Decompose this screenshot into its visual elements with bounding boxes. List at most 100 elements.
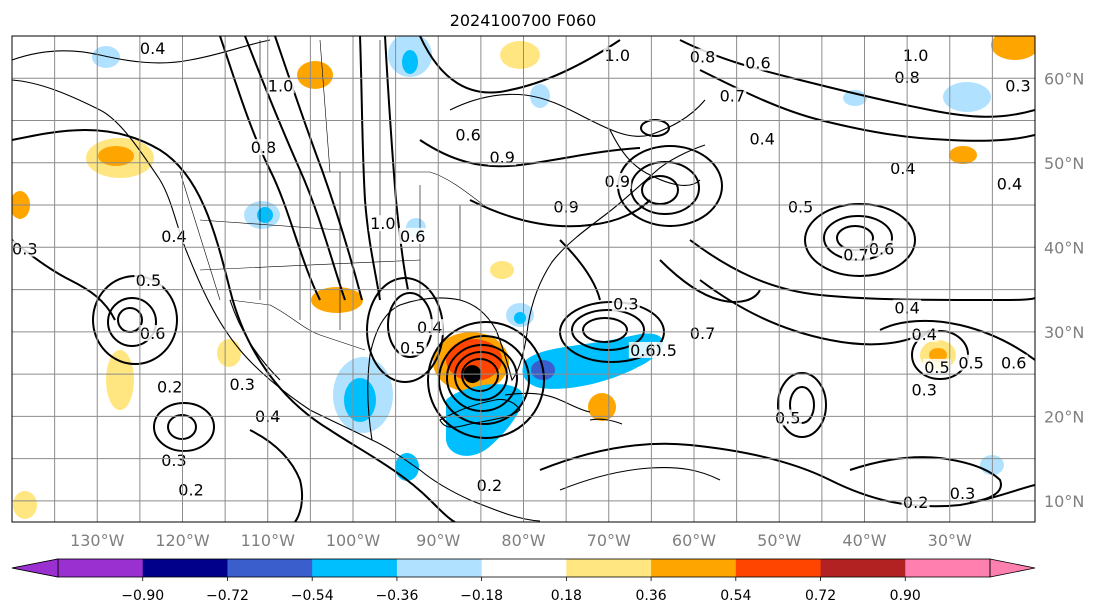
colorbar-tick-label: −0.18	[460, 588, 503, 604]
western-trough-line	[12, 129, 456, 522]
contour-label: 0.2	[178, 480, 203, 499]
tropical-contour-2	[849, 456, 1002, 503]
subtropical-high-1	[789, 386, 815, 424]
contour-label: 1.0	[370, 214, 395, 233]
longitude-tick-label: 70°W	[587, 531, 631, 550]
gulf-atlantic-coastline	[367, 144, 706, 441]
colorbar-tick-label: −0.36	[375, 588, 418, 604]
contour-label-background	[488, 149, 517, 166]
contour-label: 0.5	[400, 338, 425, 357]
state-borders	[259, 172, 461, 330]
contour-label: 0.5	[958, 354, 983, 373]
contour-label-background	[910, 381, 939, 398]
subtropical-contour-1	[689, 239, 1035, 301]
contour-label-background	[134, 271, 163, 288]
contour-label: 0.4	[140, 39, 165, 58]
contour-label-background	[138, 325, 167, 342]
north-atlantic-contour-1	[679, 39, 1035, 118]
contour-label: 0.8	[690, 48, 715, 67]
contour-label-background	[398, 227, 427, 244]
colorbar-extend-min-arrow	[11, 558, 59, 578]
colorbar-tick-label: −0.54	[291, 588, 334, 604]
hudson-bay-coastline	[449, 93, 706, 137]
southwest-warm-patch	[13, 491, 37, 519]
contour-label-background	[266, 77, 295, 94]
contour-label: 0.5	[924, 358, 949, 377]
contour-label: 0.5	[788, 197, 813, 216]
contour-label-background	[957, 354, 986, 371]
storm-cold-anomaly	[446, 384, 523, 456]
contour-label-background	[155, 378, 184, 395]
contour-label-background	[228, 375, 257, 392]
shaded-anomaly-fields	[12, 36, 1035, 519]
contour-label: 0.7	[843, 245, 868, 264]
rockies-cold-core	[257, 207, 273, 223]
contour-label-background	[650, 341, 679, 358]
hudson-contour	[640, 119, 670, 137]
storm-contour-4	[438, 335, 530, 425]
contour-label: 0.3	[950, 484, 975, 503]
subtropical-high-2	[777, 372, 827, 438]
figure-title: 2024100700 F060	[450, 11, 597, 30]
latitude-tick-labels: 10°N 20°N 30°N 40°N 50°N 60°N	[1044, 69, 1084, 511]
map-panel: 0.40.81.00.90.61.0 0.80.70.60.41.00.8 0.30…	[12, 36, 1035, 522]
contour-label-background	[948, 484, 977, 501]
central-america-cold-patch	[395, 453, 419, 481]
contour-label: 0.2	[903, 493, 928, 512]
contour-label-background	[454, 126, 483, 143]
colorbar-segment	[58, 559, 144, 577]
contour-label: 0.4	[749, 130, 774, 149]
contour-label: 0.3	[12, 240, 37, 259]
lat-lon-gridlines	[12, 36, 1035, 522]
eastern-pacific-low-2	[153, 402, 215, 452]
contour-label: 0.4	[417, 318, 442, 337]
storm-contour-5	[427, 321, 545, 439]
contour-label: 1.0	[268, 76, 293, 95]
atlantic-high-1	[582, 317, 628, 343]
contour-label: 0.6	[630, 341, 655, 360]
longitude-tick-label: 40°W	[842, 531, 886, 550]
us-mexico-border	[229, 299, 366, 351]
longitude-tick-label: 130°W	[70, 531, 125, 550]
canada-warm-patch	[297, 61, 333, 89]
rockies-trough-2	[244, 36, 346, 301]
contour-label: 0.2	[157, 377, 182, 396]
rockies-trough-3	[274, 36, 363, 301]
contour-label: 1.0	[605, 46, 630, 65]
colorbar-tick-label: 0.18	[551, 588, 582, 604]
contour-label: 0.7	[690, 324, 715, 343]
latitude-tick-label: 20°N	[1044, 407, 1084, 426]
contour-label: 0.3	[1005, 76, 1030, 95]
storm-contour-3	[446, 344, 518, 412]
longitude-tick-label: 60°W	[672, 531, 716, 550]
contour-label-background	[995, 175, 1024, 192]
mexico-warm-patch	[217, 339, 241, 367]
latitude-tick-label: 10°N	[1044, 492, 1084, 511]
contour-label-background	[922, 358, 951, 375]
contour-label-background	[159, 227, 188, 244]
colorbar-segment	[735, 559, 822, 577]
rockies-trough-1	[219, 36, 321, 301]
contour-label: 0.5	[136, 271, 161, 290]
contour-label-background	[138, 40, 167, 57]
colorbar-segment	[312, 559, 398, 577]
labrador-coastline	[609, 129, 701, 186]
longitude-tick-label: 30°W	[928, 531, 972, 550]
contour-label-background	[368, 215, 397, 232]
alaska-cold-patch	[92, 46, 120, 68]
contour-label-background	[773, 409, 802, 426]
contour-label-background	[786, 198, 815, 215]
pacific-coastline	[12, 79, 541, 522]
contour-label-layer: 0.40.81.00.90.61.0 0.80.70.60.41.00.8 0.30…	[12, 39, 1032, 512]
contour-label-background	[999, 354, 1028, 371]
contour-label: 0.8	[251, 138, 276, 157]
contour-label-background	[910, 325, 939, 342]
longitude-tick-label: 80°W	[501, 531, 545, 550]
storm-contour-1	[461, 358, 499, 392]
east-atlantic-contour-2	[879, 319, 1035, 361]
colorbar-segment	[651, 559, 737, 577]
colorbar-segment	[396, 559, 483, 577]
contour-label: 0.3	[911, 381, 936, 400]
longitude-tick-label: 110°W	[241, 531, 296, 550]
